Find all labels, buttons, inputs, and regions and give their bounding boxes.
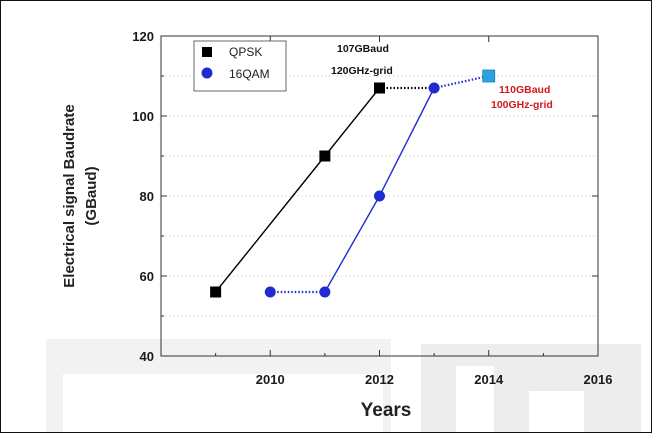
x-tick-label: 2012 [365,372,394,387]
16qam-solid-line [324,87,435,293]
y-tick-label: 120 [132,29,154,44]
16qam-dotted-line-2 [433,74,489,90]
bg-block-2-gap-1 [456,366,494,432]
y-tick-label: 40 [140,349,154,364]
bg-block-1-inner [63,374,383,432]
x-tick-label: 2014 [474,372,504,387]
annotation-120ghz-grid: 120GHz-grid [331,65,393,77]
qpsk-marker [374,82,385,94]
legend-qpsk-label: QPSK [229,45,262,59]
annotation-100ghz-grid: 100GHz-grid [491,99,553,111]
series-lines [215,74,489,294]
axis-ticks: 40 60 80 100 120 2010 2012 2014 2016 [132,29,612,387]
y-axis-title-line2: (GBaud) [83,166,100,225]
qpsk-solid-line [215,87,381,293]
110gbaud-marker [482,69,496,83]
legend-qpsk-swatch [202,47,212,57]
y-tick-label: 80 [140,189,154,204]
bg-block-2-gap-2 [529,391,584,432]
series-markers [210,69,496,298]
annotation-107gbaud: 107GBaud [337,43,389,55]
qpsk-marker [319,150,331,162]
x-axis-title: Years [361,400,412,421]
qpsk-marker [210,286,222,298]
16qam-marker [374,190,385,202]
16qam-marker [428,82,440,94]
background-decoration [46,339,641,432]
legend: QPSK 16QAM [193,40,287,92]
annotation-110gbaud: 110GBaud [499,84,550,96]
x-tick-label: 2010 [256,372,285,387]
y-tick-label: 60 [140,269,154,284]
legend-16qam-label: 16QAM [229,67,270,81]
16qam-marker [319,286,331,298]
legend-16qam-swatch [201,67,213,79]
x-tick-label: 2016 [584,372,613,387]
16qam-marker [264,286,276,298]
y-tick-label: 100 [132,109,154,124]
y-axis-title: Electrical signal Baudrate (GBaud) [61,104,100,287]
y-axis-title-line1: Electrical signal Baudrate [61,104,78,287]
